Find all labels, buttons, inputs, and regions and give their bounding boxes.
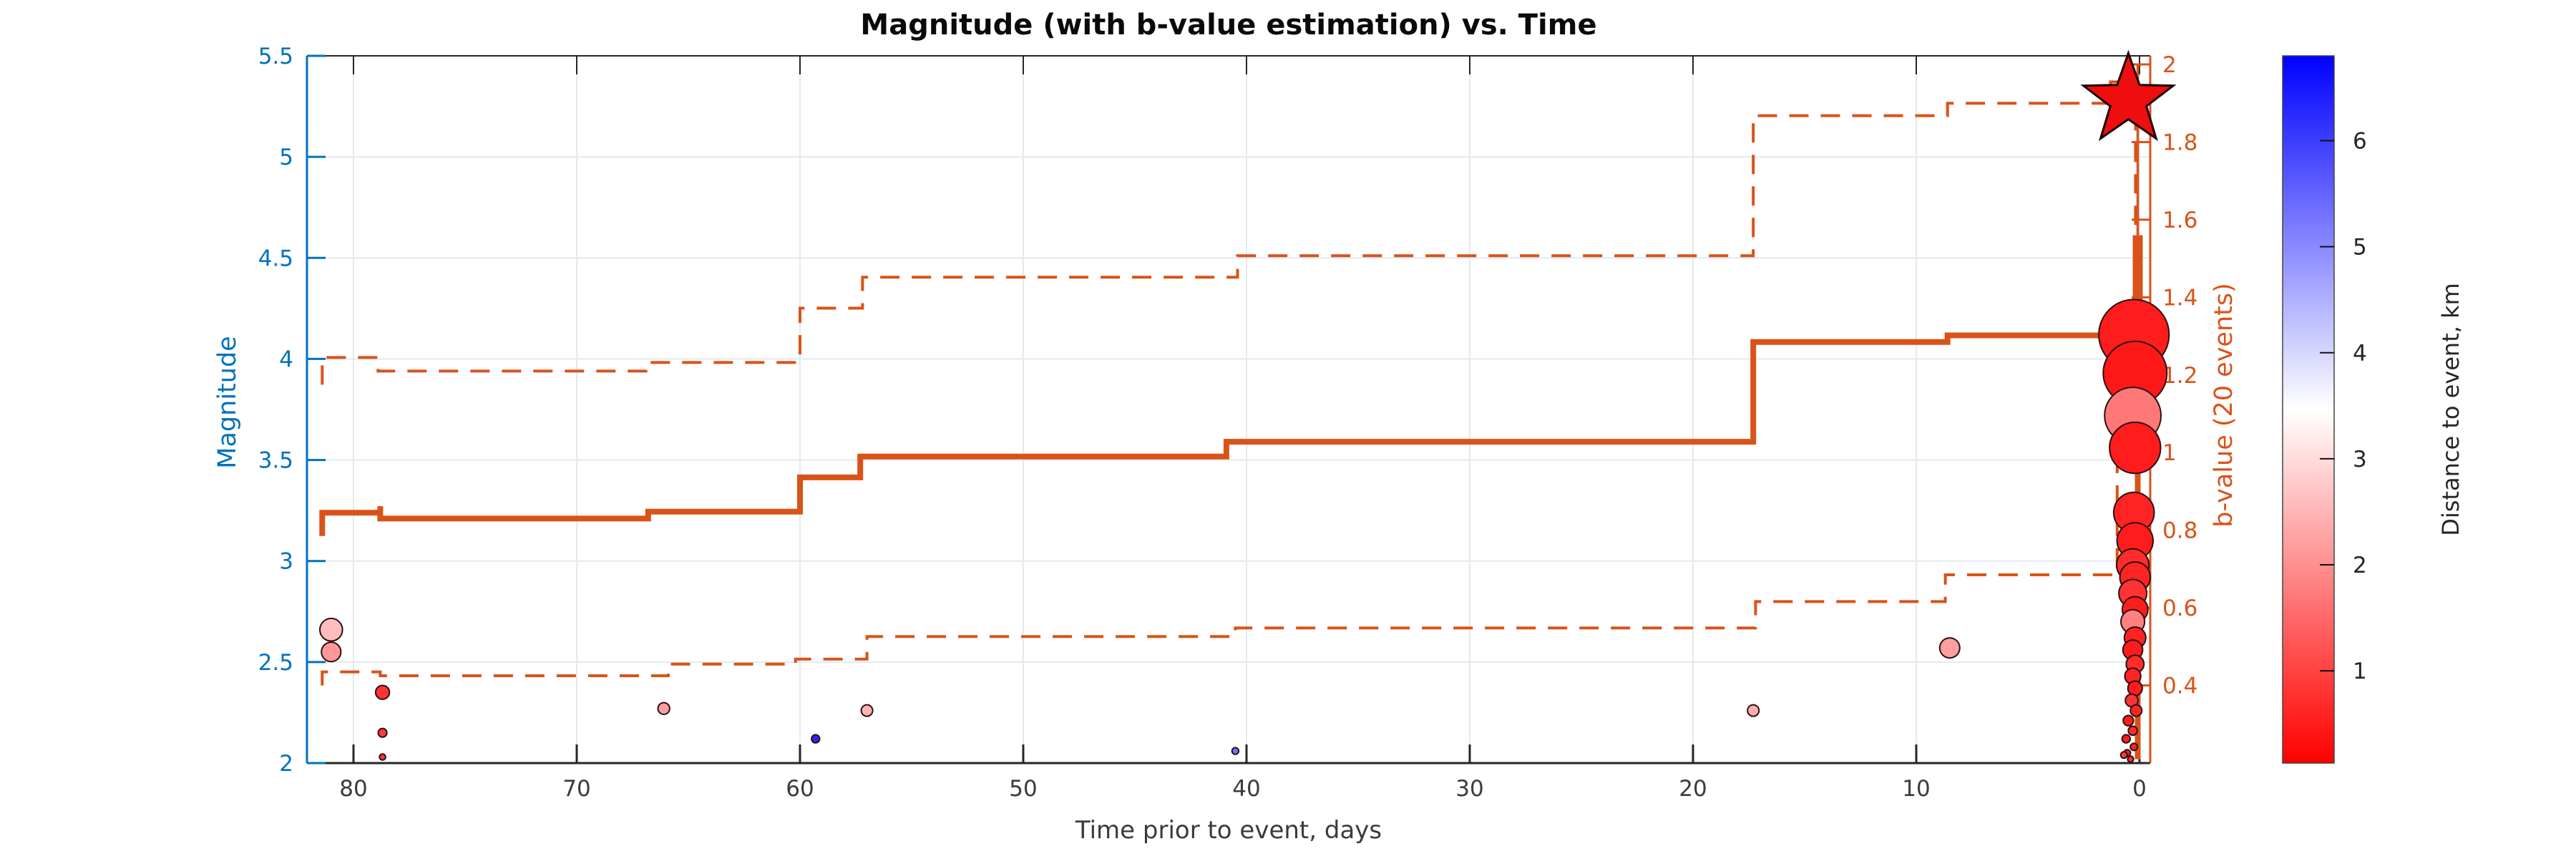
colorbar-label: Distance to event, km xyxy=(2437,283,2464,536)
x-axis-label: Time prior to event, days xyxy=(1075,816,1382,845)
earthquake-marker xyxy=(1938,637,1961,659)
chart-title: Magnitude (with b-value estimation) vs. … xyxy=(860,9,1597,42)
tick-label-x: 70 xyxy=(562,776,590,802)
tick-label-x: 50 xyxy=(1009,776,1037,802)
earthquake-marker xyxy=(1231,747,1240,755)
b-value-upper-confidence-line xyxy=(321,80,2137,385)
b-value-line xyxy=(319,332,2137,536)
y-axis-label-bvalue: b-value (20 events) xyxy=(2210,283,2238,528)
colorbar-tick-label: 2 xyxy=(2353,553,2367,578)
tick-label-x: 20 xyxy=(1679,776,1707,802)
earthquake-marker xyxy=(2127,680,2143,697)
b-value-lower-confidence-line xyxy=(321,435,2136,686)
earthquake-marker xyxy=(377,727,388,738)
tick-label-magnitude: 3 xyxy=(279,549,293,575)
tick-label-bvalue: 0.4 xyxy=(2162,674,2197,699)
tick-label-bvalue: 1.2 xyxy=(2162,363,2197,389)
earthquake-marker xyxy=(374,684,391,700)
earthquake-marker xyxy=(860,704,874,717)
tick-label-x: 60 xyxy=(786,776,814,802)
tick-label-bvalue: 1.8 xyxy=(2162,130,2197,155)
tick-label-magnitude: 4 xyxy=(279,346,293,372)
colorbar-tick-label: 3 xyxy=(2353,447,2367,472)
tick-label-bvalue: 0.8 xyxy=(2162,518,2197,544)
earthquake-marker xyxy=(2121,734,2132,744)
tick-label-magnitude: 5.5 xyxy=(258,44,293,69)
tick-label-x: 10 xyxy=(1902,776,1930,802)
earthquake-marker xyxy=(2109,421,2162,475)
tick-label-magnitude: 2.5 xyxy=(258,650,293,676)
earthquake-marker xyxy=(2129,704,2143,717)
tick-label-magnitude: 3.5 xyxy=(258,448,293,474)
tick-label-magnitude: 2 xyxy=(279,751,293,777)
tick-label-bvalue: 1.4 xyxy=(2162,285,2197,311)
tick-label-magnitude: 5 xyxy=(279,145,293,170)
tick-label-x: 0 xyxy=(2132,776,2147,802)
tick-label-bvalue: 2 xyxy=(2162,52,2177,78)
tick-label-x: 80 xyxy=(339,776,367,802)
tick-label-bvalue: 1.6 xyxy=(2162,208,2197,233)
earthquake-marker xyxy=(2119,751,2128,759)
earthquake-marker xyxy=(2122,714,2135,727)
earthquake-marker xyxy=(2127,755,2135,763)
earthquake-marker xyxy=(2127,725,2138,737)
tick-label-bvalue: 0.6 xyxy=(2162,596,2197,621)
earthquake-marker xyxy=(1747,704,1760,717)
earthquake-marker xyxy=(379,753,386,761)
colorbar-tick-label: 4 xyxy=(2353,341,2367,367)
colorbar-tick-label: 6 xyxy=(2353,129,2367,155)
earthquake-marker xyxy=(2129,742,2139,752)
earthquake-marker xyxy=(319,617,343,642)
tick-label-x: 30 xyxy=(1455,776,1483,802)
main-event-star xyxy=(2080,49,2177,142)
colorbar-tick-label: 1 xyxy=(2353,659,2367,684)
colorbar-tick-label: 5 xyxy=(2353,235,2367,261)
tick-label-bvalue: 1 xyxy=(2162,440,2177,466)
y-axis-label-magnitude: Magnitude xyxy=(213,336,242,469)
earthquake-marker xyxy=(321,641,342,663)
tick-label-magnitude: 4.5 xyxy=(258,246,293,271)
earthquake-marker xyxy=(657,702,670,715)
tick-label-x: 40 xyxy=(1232,776,1260,802)
earthquake-marker xyxy=(811,734,821,744)
colorbar xyxy=(2282,55,2335,764)
